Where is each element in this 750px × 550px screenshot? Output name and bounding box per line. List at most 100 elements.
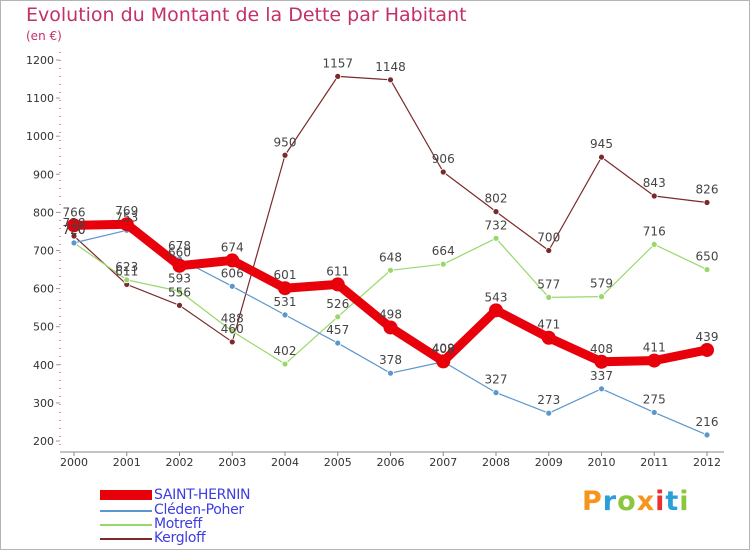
- data-point: [334, 72, 342, 80]
- data-point: [492, 389, 500, 397]
- data-label: 601: [274, 268, 297, 282]
- data-point: [330, 277, 345, 292]
- data-point: [67, 218, 81, 233]
- data-label: 950: [274, 135, 297, 149]
- data-label: 526: [326, 297, 349, 311]
- data-point: [334, 339, 342, 347]
- data-label: 408: [432, 342, 455, 356]
- proxiti-logo: Proxiti: [582, 486, 690, 517]
- y-tick-label: 700: [33, 245, 54, 258]
- y-tick-label: 200: [33, 435, 54, 448]
- x-tick-label: 2003: [218, 456, 246, 469]
- data-label: 769: [115, 204, 138, 218]
- y-tick-label: 400: [33, 359, 54, 372]
- data-point: [489, 303, 503, 318]
- data-label: 716: [643, 224, 666, 238]
- x-tick-label: 2009: [535, 456, 563, 469]
- data-label: 543: [485, 290, 508, 304]
- data-label: 402: [274, 344, 297, 358]
- data-point: [281, 311, 289, 319]
- data-point: [387, 369, 394, 377]
- chart-title: Evolution du Montant de la Dette par Hab…: [26, 4, 467, 26]
- x-tick-label: 2010: [588, 456, 616, 469]
- data-point: [598, 293, 605, 301]
- data-point: [439, 168, 447, 176]
- data-point: [703, 266, 711, 273]
- data-label: 556: [168, 285, 191, 299]
- data-point: [703, 199, 711, 206]
- data-label: 408: [590, 342, 613, 356]
- data-label: 457: [326, 323, 349, 337]
- data-point: [387, 76, 394, 84]
- data-label: 411: [643, 341, 666, 355]
- x-tick-label: 2004: [271, 456, 299, 469]
- data-point: [281, 360, 289, 368]
- data-point: [278, 281, 292, 296]
- data-point: [650, 192, 658, 200]
- data-label: 906: [432, 152, 455, 166]
- y-tick-label: 1000: [26, 130, 54, 143]
- data-point: [176, 287, 183, 295]
- data-label: 471: [537, 318, 560, 332]
- y-tick-label: 800: [33, 206, 54, 219]
- data-label: 460: [221, 322, 244, 336]
- data-label: 378: [379, 353, 402, 367]
- x-tick-label: 2006: [377, 456, 405, 469]
- data-point: [70, 239, 78, 247]
- data-label: 611: [326, 264, 349, 278]
- data-label: 577: [537, 277, 560, 291]
- data-point: [387, 266, 394, 274]
- data-label: 664: [432, 244, 455, 258]
- y-tick-label: 300: [33, 397, 54, 410]
- data-point: [70, 232, 78, 240]
- data-label: 498: [379, 307, 402, 321]
- data-label: 720: [63, 223, 86, 237]
- data-point: [545, 293, 553, 301]
- legend-swatch: [100, 510, 152, 512]
- data-label: 802: [485, 192, 508, 206]
- data-label: 409: [432, 341, 455, 355]
- legend-label: SAINT-HERNIN: [154, 487, 251, 503]
- data-label: 488: [221, 311, 244, 325]
- chart-subtitle: (en €): [26, 29, 62, 43]
- x-tick-label: 2001: [113, 456, 141, 469]
- data-label: 753: [115, 210, 138, 224]
- data-point: [281, 151, 289, 159]
- legend-label: Kergloff: [154, 530, 206, 546]
- data-point: [594, 354, 609, 369]
- y-tick-label: 600: [33, 283, 54, 296]
- legend-swatch: [100, 490, 152, 500]
- data-point: [647, 353, 662, 368]
- legend-swatch: [100, 524, 152, 526]
- x-tick-label: 2011: [640, 456, 668, 469]
- data-label: 531: [274, 295, 297, 309]
- data-label: 216: [696, 415, 719, 429]
- legend-label: Motreff: [154, 516, 202, 532]
- logo-letter: x: [636, 486, 656, 517]
- data-label: 623: [115, 260, 138, 274]
- data-label: 579: [590, 277, 613, 291]
- y-tick-label: 1200: [26, 54, 54, 67]
- data-label: 611: [115, 264, 138, 278]
- data-point: [545, 247, 553, 254]
- data-point: [598, 385, 605, 393]
- data-label: 766: [63, 205, 86, 219]
- legend-swatch: [100, 538, 152, 540]
- data-point: [119, 217, 134, 232]
- data-point: [383, 320, 398, 335]
- y-tick-label: 500: [33, 321, 54, 334]
- data-label: 1148: [375, 60, 406, 74]
- data-label: 738: [63, 216, 86, 230]
- data-label: 826: [696, 182, 719, 196]
- data-point: [598, 153, 605, 161]
- data-point: [492, 208, 500, 216]
- x-tick-label: 2000: [60, 456, 88, 469]
- series-line-3: [73, 75, 708, 343]
- data-point: [439, 260, 447, 268]
- data-label: 606: [221, 266, 244, 280]
- logo-letter: r: [602, 486, 618, 517]
- x-tick-label: 2005: [324, 456, 352, 469]
- data-label: 678: [168, 239, 191, 253]
